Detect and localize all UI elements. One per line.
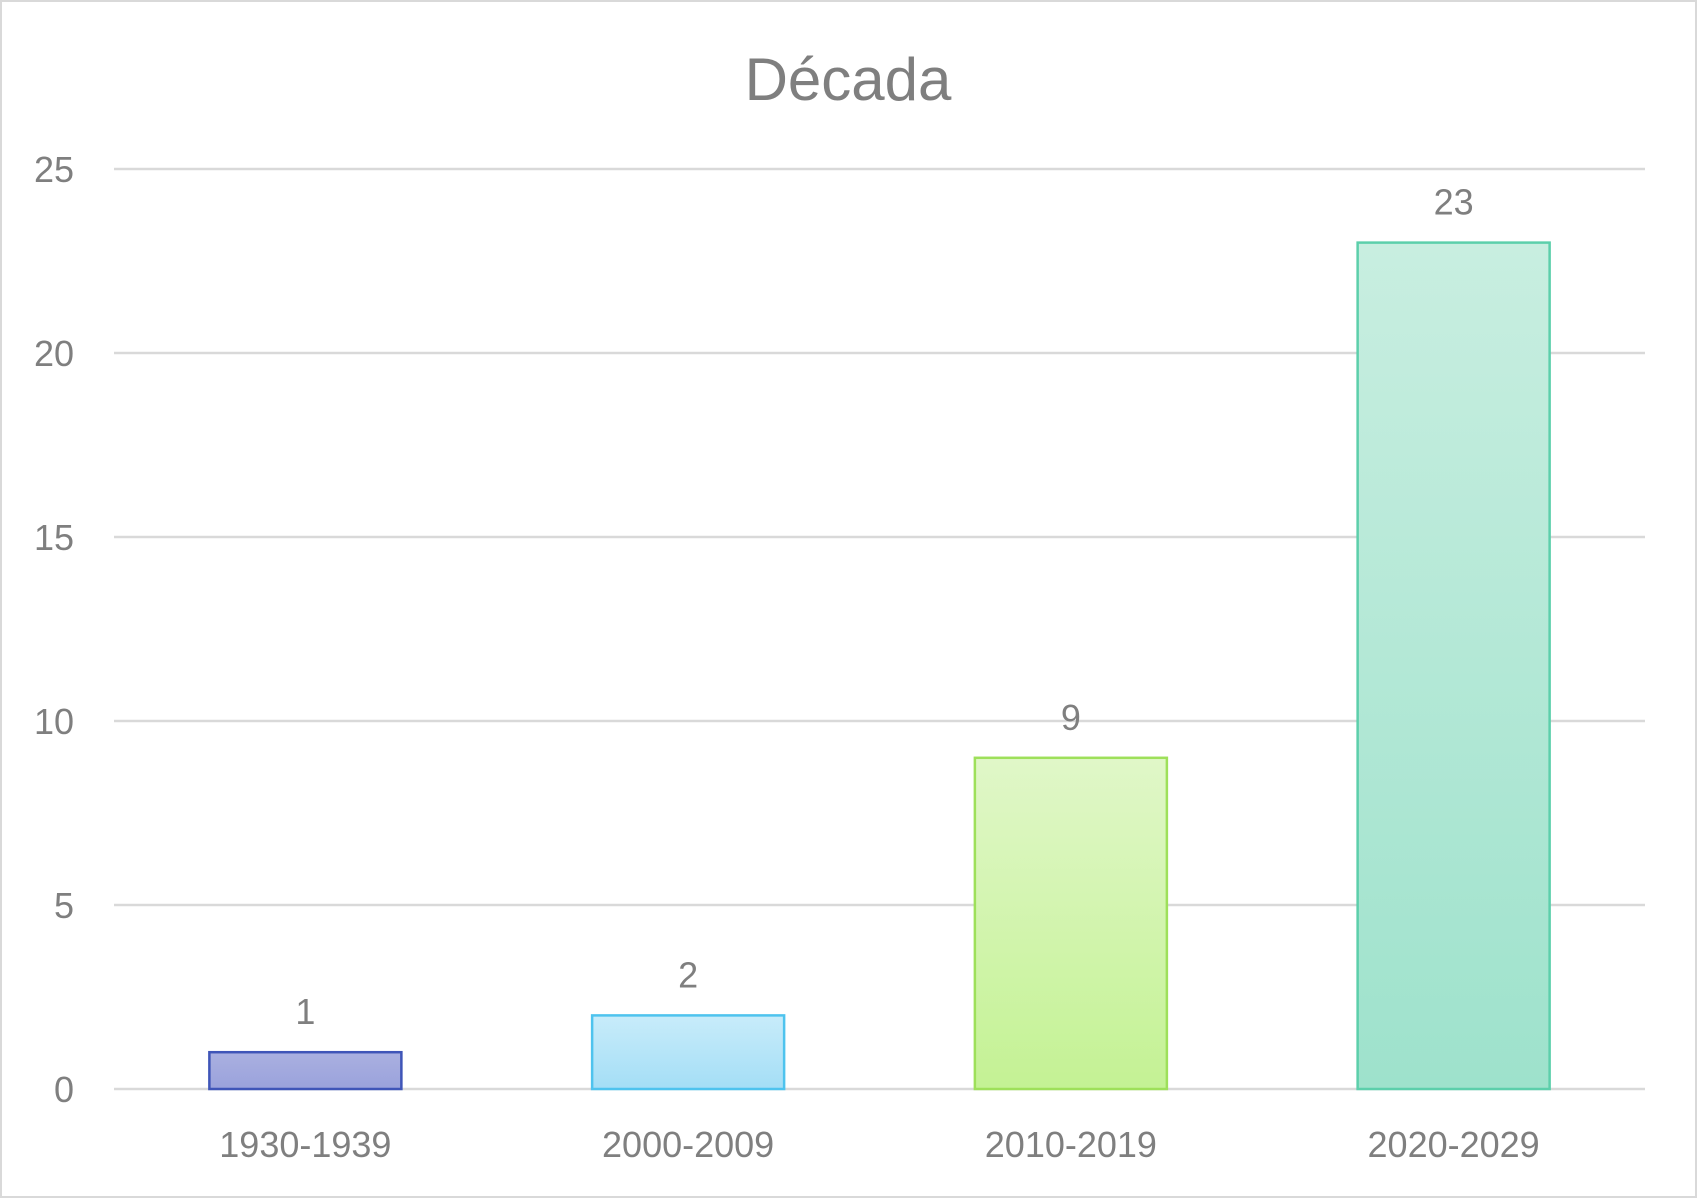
y-tick-label: 5 [54, 885, 74, 926]
y-tick-label: 20 [34, 333, 74, 374]
data-label: 2 [678, 954, 698, 995]
y-tick-label: 25 [34, 149, 74, 190]
y-tick-label: 15 [34, 517, 74, 558]
data-label: 1 [295, 991, 315, 1032]
chart-title: Década [745, 46, 952, 113]
x-tick-label: 2020-2029 [1368, 1124, 1540, 1165]
y-tick-label: 10 [34, 701, 74, 742]
data-label: 23 [1434, 182, 1474, 223]
bar-1930-1939 [208, 1050, 403, 1091]
x-tick-label: 2010-2019 [985, 1124, 1157, 1165]
bar-2010-2019 [973, 756, 1169, 1091]
x-tick-label: 1930-1939 [219, 1124, 391, 1165]
data-label: 9 [1061, 697, 1081, 738]
bar-2020-2029 [1356, 241, 1551, 1091]
bar-2000-2009 [590, 1014, 786, 1091]
y-tick-label: 0 [54, 1069, 74, 1110]
x-tick-label: 2000-2009 [602, 1124, 774, 1165]
